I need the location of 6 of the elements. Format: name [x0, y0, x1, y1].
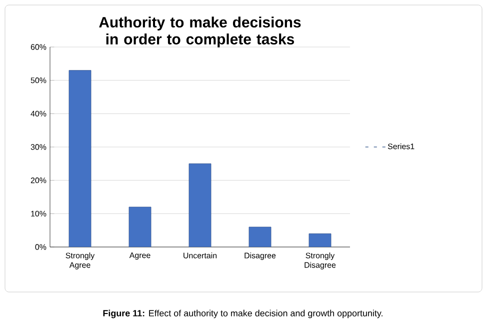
bar	[188, 163, 212, 247]
bar	[248, 226, 272, 247]
bar	[68, 70, 92, 247]
text: Figure 11: Effect of authority to make decision and growth opportunity.	[103, 310, 382, 318]
bar	[128, 206, 152, 247]
chart-title: Authority to make decisions in order to complete tasks	[99, 16, 301, 48]
